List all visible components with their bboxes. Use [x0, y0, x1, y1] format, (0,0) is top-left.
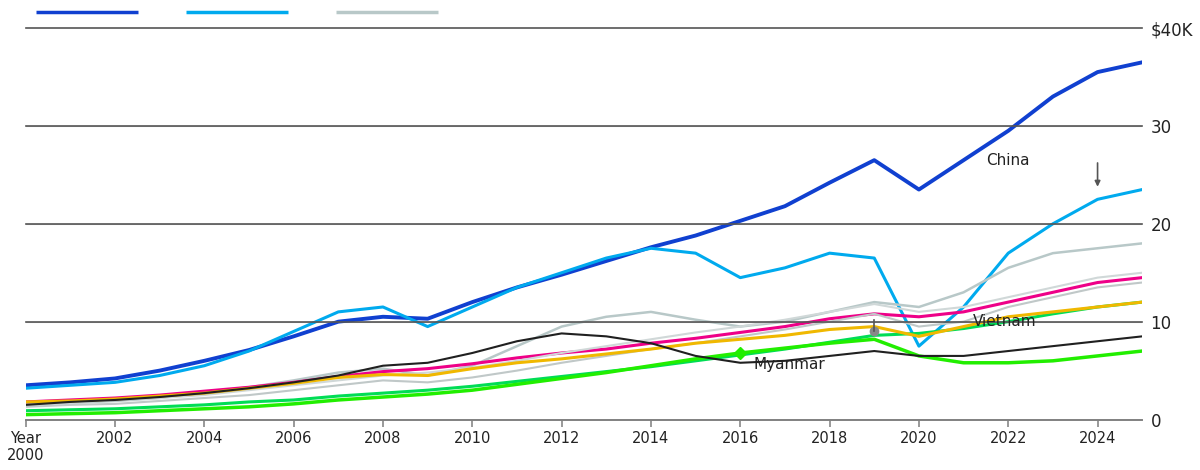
- Text: China: China: [986, 153, 1030, 168]
- Text: Vietnam: Vietnam: [972, 314, 1036, 329]
- Text: Myanmar: Myanmar: [754, 357, 826, 372]
